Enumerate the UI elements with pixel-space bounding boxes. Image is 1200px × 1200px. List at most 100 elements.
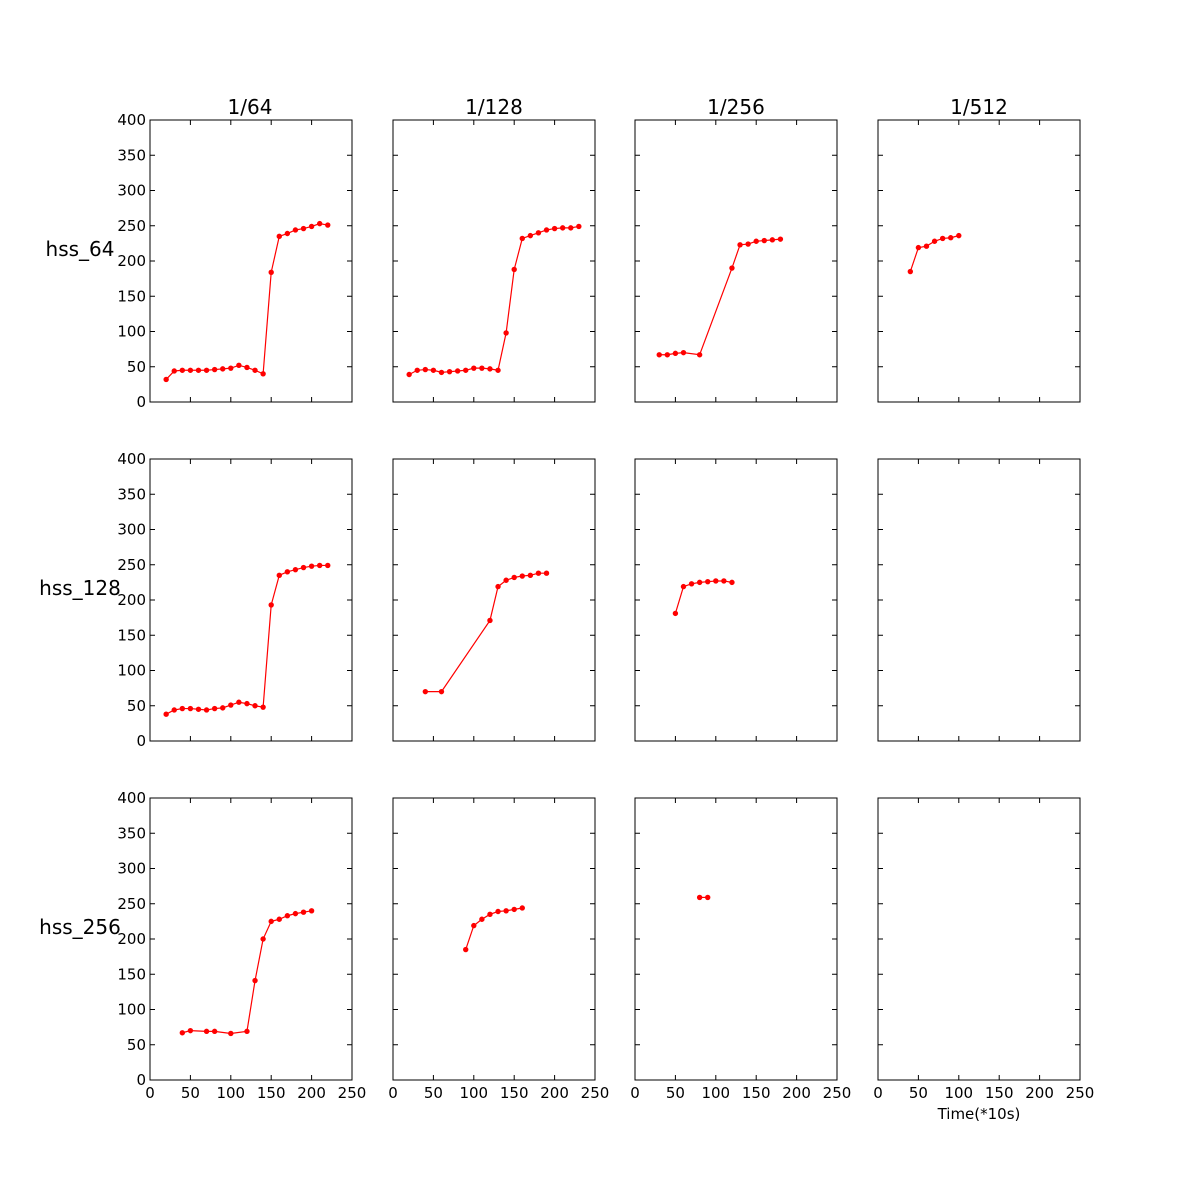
x-tick-label: 100	[216, 1084, 245, 1102]
data-point	[325, 562, 331, 569]
x-tick-label: 250	[581, 1084, 610, 1102]
data-point	[745, 241, 751, 247]
data-point	[454, 368, 461, 374]
data-point	[179, 705, 186, 712]
x-tick-label: 200	[540, 1084, 569, 1102]
data-point	[696, 352, 703, 358]
data-point	[672, 350, 679, 357]
data-point	[535, 230, 542, 236]
data-point	[696, 579, 703, 586]
data-point	[479, 365, 485, 371]
panel-r2-c2	[392, 458, 596, 742]
data-point	[487, 911, 493, 918]
data-point	[948, 235, 954, 241]
data-point	[527, 572, 534, 579]
data-point	[179, 1030, 186, 1036]
data-point	[503, 908, 509, 914]
data-point	[260, 704, 266, 710]
data-point	[203, 707, 210, 713]
data-point	[163, 376, 169, 383]
x-tick-label: 0	[145, 1084, 155, 1102]
data-point	[551, 225, 558, 232]
data-point	[915, 244, 922, 251]
data-point	[276, 233, 282, 240]
data-point	[300, 225, 307, 232]
y-tick-label: 150	[117, 626, 146, 644]
y-tick-label: 200	[117, 252, 146, 270]
y-tick-label: 50	[127, 358, 146, 376]
data-point	[463, 946, 469, 953]
x-tick-label: 150	[742, 1084, 771, 1102]
data-point	[171, 368, 177, 374]
panel-r1-c3	[634, 119, 838, 403]
y-tick-label: 150	[117, 965, 146, 983]
panel-r2-c4	[877, 458, 1081, 742]
data-point	[543, 570, 550, 576]
y-tick-label: 200	[117, 591, 146, 609]
data-point	[195, 367, 202, 373]
data-point	[656, 352, 662, 358]
y-tick-label: 50	[127, 1036, 146, 1054]
y-tick-label: 400	[117, 789, 146, 807]
x-tick-label: 150	[500, 1084, 529, 1102]
data-point	[761, 237, 767, 244]
data-point	[576, 223, 582, 230]
y-tick-label: 100	[117, 1001, 146, 1019]
y-tick-label: 100	[117, 662, 146, 680]
data-point	[769, 237, 776, 243]
data-point	[187, 367, 194, 373]
data-point	[211, 705, 218, 712]
x-tick-label: 50	[424, 1084, 443, 1102]
row-label-2: hss_128	[39, 576, 121, 600]
data-point	[729, 265, 735, 271]
data-point	[543, 227, 550, 233]
x-tick-label: 50	[181, 1084, 200, 1102]
y-tick-label: 350	[117, 824, 146, 842]
x-tick-label: 0	[388, 1084, 398, 1102]
y-tick-label: 400	[117, 450, 146, 468]
data-point	[268, 918, 274, 925]
data-point	[276, 572, 282, 579]
data-point	[276, 916, 282, 922]
panel-r1-c4	[877, 119, 1081, 403]
data-point	[511, 574, 517, 581]
data-point	[713, 578, 719, 584]
data-point	[672, 610, 679, 617]
data-point	[203, 367, 210, 373]
y-tick-label: 300	[117, 521, 146, 539]
x-tick-label: 250	[338, 1084, 367, 1102]
data-point	[316, 562, 323, 569]
y-tick-label: 250	[117, 895, 146, 913]
data-point	[292, 227, 299, 233]
y-tick-label: 0	[136, 393, 146, 411]
panel-r3-c3: 0 50 100 150 200 250	[630, 797, 851, 1102]
y-tick-label: 150	[117, 287, 146, 305]
data-point	[308, 563, 315, 569]
column-title-4: 1/512	[950, 95, 1008, 119]
data-point	[527, 232, 534, 239]
y-tick-label: 350	[117, 146, 146, 164]
data-point	[220, 366, 226, 372]
data-point	[559, 225, 566, 231]
data-point	[446, 368, 453, 375]
data-point	[244, 364, 250, 371]
data-point	[487, 366, 493, 372]
x-tick-label: 250	[1066, 1084, 1095, 1102]
data-point	[236, 699, 242, 705]
data-point	[519, 573, 525, 579]
data-point	[244, 1028, 250, 1035]
data-point	[511, 906, 517, 913]
data-point	[737, 242, 743, 248]
y-tick-label: 50	[127, 697, 146, 715]
data-point	[680, 349, 687, 356]
x-tick-label: 50	[909, 1084, 928, 1102]
data-point	[680, 583, 687, 590]
data-point	[211, 1028, 218, 1035]
data-point	[163, 711, 169, 717]
data-point	[753, 238, 759, 244]
data-point	[479, 916, 485, 922]
data-point	[203, 1028, 210, 1035]
data-point	[300, 909, 307, 915]
x-tick-label: 200	[782, 1084, 811, 1102]
